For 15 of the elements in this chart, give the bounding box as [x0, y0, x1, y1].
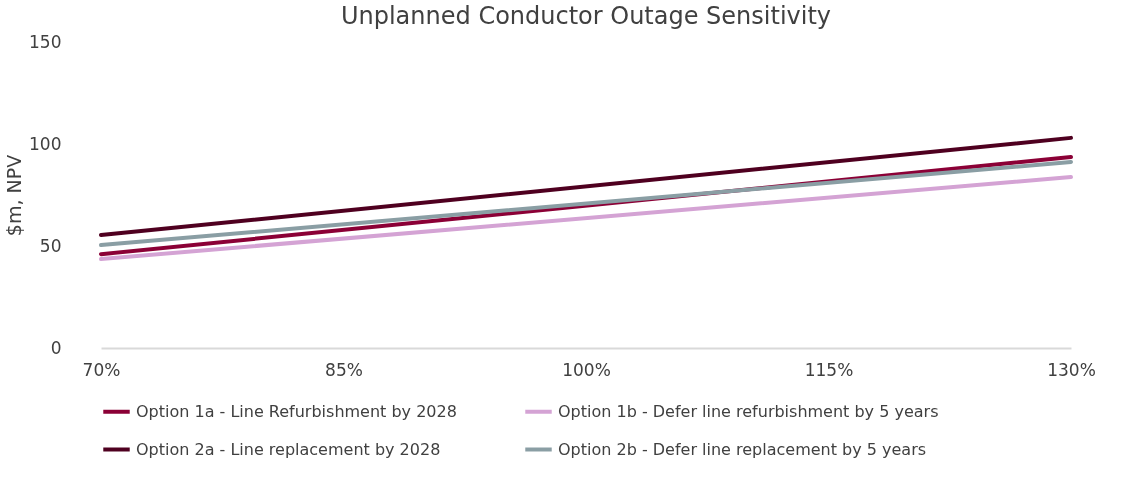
legend-label: Option 2b - Defer line replacement by 5 years: [558, 439, 927, 459]
y-tick-label: 150: [29, 31, 62, 52]
legend-label: Option 1a - Line Refurbishment by 2028: [136, 401, 457, 421]
y-tick-label: 50: [39, 235, 62, 256]
legend-label: Option 2a - Line replacement by 2028: [136, 439, 441, 459]
legend-label: Option 1b - Defer line refurbishment by 5 years: [558, 401, 939, 421]
x-tick-label: 85%: [325, 359, 363, 380]
y-axis-title: $m, NPV: [3, 154, 26, 237]
y-tick-label: 100: [29, 133, 62, 154]
x-tick-label: 115%: [804, 359, 854, 380]
x-tick-label: 130%: [1047, 359, 1096, 380]
x-tick-label: 70%: [82, 359, 121, 380]
y-tick-label: 0: [50, 337, 62, 358]
x-tick-label: 100%: [562, 359, 611, 380]
chart-title: Unplanned Conductor Outage Sensitivity: [340, 2, 832, 30]
